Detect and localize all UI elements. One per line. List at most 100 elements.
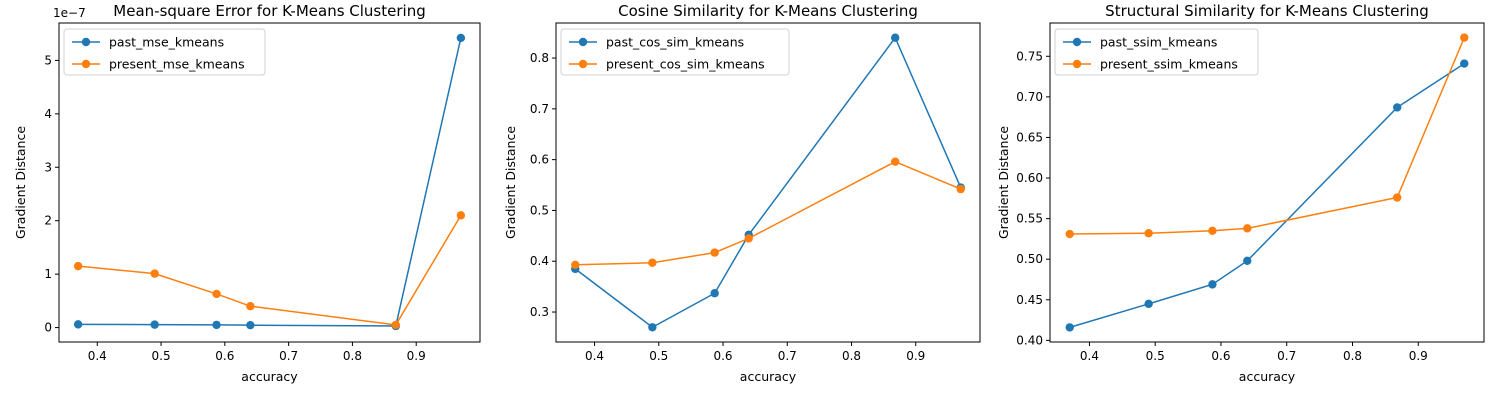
y-tick-label: 0.8	[530, 51, 549, 65]
chart-panel-2: Cosine Similarity for K-Means Clustering…	[503, 2, 981, 384]
legend-marker-present_mse_kmeans	[81, 59, 91, 69]
data-point-past_mse_kmeans	[212, 320, 221, 330]
data-point-present_cos_sim_kmeans	[891, 157, 900, 166]
legend-label-past_ssim_kmeans: past_ssim_kmeans	[1100, 35, 1217, 50]
x-tick-label: 0.7	[778, 349, 797, 363]
y-axis-label: Gradient Distance	[996, 126, 1011, 239]
legend-marker-past_mse_kmeans	[81, 37, 91, 47]
data-point-past_cos_sim_kmeans	[648, 323, 657, 332]
y-tick-label: 5	[44, 53, 52, 67]
x-tick-label: 0.5	[1146, 349, 1165, 363]
y-tick-label: 0.4	[530, 254, 549, 268]
data-point-present_ssim_kmeans	[1460, 33, 1469, 42]
chart-title: Mean-square Error for K-Means Clustering	[113, 2, 425, 20]
x-tick-label: 0.9	[1409, 349, 1428, 363]
legend-marker-present_ssim_kmeans	[1072, 59, 1082, 69]
data-point-present_ssim_kmeans	[1208, 226, 1217, 235]
x-tick-label: 0.4	[88, 349, 107, 363]
legend-label-present_cos_sim_kmeans: present_cos_sim_kmeans	[606, 57, 765, 72]
y-tick-label: 0.60	[1016, 171, 1043, 185]
x-tick-label: 0.5	[649, 349, 668, 363]
x-tick-label: 0.4	[1080, 349, 1099, 363]
series-line-present_ssim_kmeans	[1069, 37, 1465, 235]
data-point-past_ssim_kmeans	[1243, 256, 1252, 266]
data-point-present_mse_kmeans	[73, 261, 83, 271]
legend-box	[560, 28, 790, 76]
data-point-past_cos_sim_kmeans	[891, 33, 900, 42]
x-tick-label: 0.9	[407, 349, 426, 363]
y-tick-label: 0.45	[1016, 293, 1043, 307]
data-point-past_mse_kmeans	[456, 33, 466, 43]
chart-title: Structural Similarity for K-Means Cluste…	[1105, 2, 1429, 20]
x-tick-label: 0.7	[1277, 349, 1296, 363]
legend-label-past_mse_kmeans: past_mse_kmeans	[109, 35, 224, 50]
data-point-past_mse_kmeans	[150, 320, 159, 329]
data-point-present_mse_kmeans	[246, 301, 255, 311]
data-point-past_ssim_kmeans	[1393, 103, 1402, 112]
data-point-past_ssim_kmeans	[1460, 59, 1469, 68]
legend-label-past_cos_sim_kmeans: past_cos_sim_kmeans	[606, 35, 744, 50]
y-tick-label: 3	[44, 160, 52, 174]
y-tick-label: 0.40	[1016, 333, 1043, 347]
y-tick-label: 1	[44, 267, 52, 281]
chart-title: Cosine Similarity for K-Means Clustering	[618, 2, 918, 20]
data-point-present_cos_sim_kmeans	[710, 248, 719, 257]
series-line-past_ssim_kmeans	[1069, 62, 1465, 329]
data-point-present_mse_kmeans	[150, 269, 159, 278]
y-axis-label: Gradient Distance	[13, 126, 28, 239]
plot-area-frame	[1049, 22, 1485, 343]
x-tick-label: 0.6	[1211, 349, 1230, 363]
legend-label-present_mse_kmeans: present_mse_kmeans	[109, 57, 245, 72]
y-tick-label: 0.3	[530, 305, 549, 319]
x-tick-label: 0.9	[906, 349, 925, 363]
data-point-present_ssim_kmeans	[1144, 229, 1153, 238]
data-point-past_mse_kmeans	[73, 320, 83, 329]
series-line-past_cos_sim_kmeans	[574, 36, 962, 329]
x-tick-label: 0.4	[585, 349, 604, 363]
legend-box	[63, 28, 266, 76]
data-point-present_mse_kmeans	[456, 211, 466, 220]
data-point-present_cos_sim_kmeans	[744, 234, 753, 243]
legend-marker-present_cos_sim_kmeans	[578, 59, 588, 69]
y-tick-label: 0	[44, 321, 52, 335]
x-tick-label: 0.8	[1343, 349, 1362, 363]
y-tick-label: 4	[44, 107, 52, 121]
data-point-past_ssim_kmeans	[1144, 299, 1153, 309]
y-tick-label: 0.7	[530, 102, 549, 116]
chart-panel-3: Structural Similarity for K-Means Cluste…	[996, 2, 1485, 384]
data-point-past_mse_kmeans	[246, 320, 255, 330]
x-tick-label: 0.6	[713, 349, 732, 363]
x-tick-label: 0.8	[842, 349, 861, 363]
legend-marker-past_ssim_kmeans	[1072, 37, 1082, 47]
series-line-past_mse_kmeans	[78, 37, 462, 327]
y-scale-offset-label: 1e−7	[53, 6, 86, 20]
chart-panel-1: Mean-square Error for K-Means Clustering…	[13, 2, 481, 384]
y-tick-label: 0.5	[530, 203, 549, 217]
legend-marker-past_cos_sim_kmeans	[578, 37, 588, 47]
plot-area-frame	[58, 22, 481, 343]
series-line-present_mse_kmeans	[78, 214, 462, 326]
y-tick-label: 2	[44, 214, 52, 228]
data-point-past_ssim_kmeans	[1065, 323, 1074, 332]
data-point-present_cos_sim_kmeans	[571, 260, 580, 269]
y-tick-label: 0.6	[530, 153, 549, 167]
x-tick-label: 0.7	[279, 349, 298, 363]
data-point-present_mse_kmeans	[391, 320, 400, 330]
x-tick-label: 0.6	[215, 349, 234, 363]
x-tick-label: 0.5	[152, 349, 171, 363]
data-point-present_mse_kmeans	[212, 289, 221, 299]
y-tick-label: 0.50	[1016, 252, 1043, 266]
x-axis-label: accuracy	[241, 369, 298, 384]
plot-area-frame	[555, 22, 981, 343]
y-tick-label: 0.65	[1016, 130, 1043, 144]
x-tick-label: 0.8	[343, 349, 362, 363]
data-point-past_ssim_kmeans	[1208, 280, 1217, 289]
data-point-present_ssim_kmeans	[1065, 229, 1074, 239]
y-tick-label: 0.55	[1016, 212, 1043, 226]
y-tick-label: 0.75	[1016, 49, 1043, 63]
data-point-present_ssim_kmeans	[1393, 193, 1402, 202]
data-point-present_cos_sim_kmeans	[956, 184, 965, 194]
y-tick-label: 0.70	[1016, 90, 1043, 104]
series-line-present_cos_sim_kmeans	[575, 160, 962, 266]
